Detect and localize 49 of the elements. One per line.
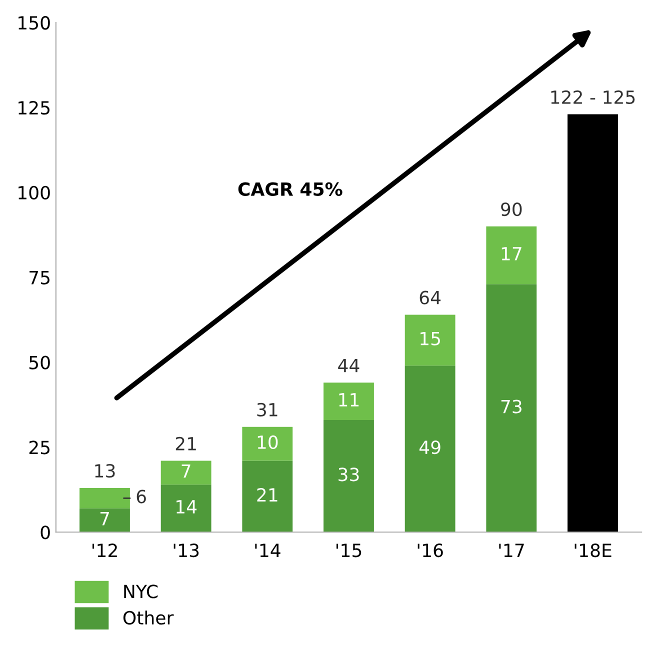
data-label: 33 — [338, 468, 359, 482]
x-tick-label: '13 — [174, 544, 199, 558]
data-label: 21 — [257, 488, 278, 502]
bar — [242, 460, 293, 532]
y-tick-label: 0 — [40, 526, 50, 540]
total-label: 64 — [420, 290, 441, 304]
x-tick-label: '14 — [255, 544, 280, 557]
bar — [486, 226, 537, 284]
total-label: 44 — [338, 358, 360, 372]
total-label: 122 - 125 — [551, 90, 635, 104]
data-label: 11 — [339, 393, 359, 406]
data-label: 10 — [258, 435, 278, 450]
total-label: 21 — [176, 436, 196, 450]
bar — [486, 284, 537, 532]
legend-label: Other — [123, 610, 174, 625]
data-label: 7 — [182, 464, 190, 478]
legend-label: NYC — [124, 584, 158, 598]
bar — [404, 366, 456, 532]
bar — [324, 420, 374, 532]
y-tick-label: 150 — [18, 16, 50, 30]
y-tick-label: 125 — [18, 100, 50, 115]
data-label: 49 — [419, 440, 440, 454]
annotation: CAGR 45% — [238, 182, 342, 196]
x-tick-label: '18E — [574, 544, 612, 558]
x-tick-label: '15 — [336, 544, 362, 558]
data-label: 14 — [176, 500, 197, 514]
bar — [242, 426, 293, 461]
total-label: 31 — [257, 402, 278, 417]
y-tick-label: 50 — [29, 356, 50, 370]
y-tick-label: 100 — [18, 186, 50, 200]
bar — [324, 382, 374, 420]
bar — [160, 460, 212, 485]
y-tick-label: 25 — [29, 440, 50, 454]
data-label: 73 — [501, 400, 522, 414]
bar — [160, 484, 212, 532]
data-label: 7 — [100, 512, 109, 526]
total-label: 90 — [501, 202, 522, 216]
bar — [404, 314, 456, 366]
data-label: 17 — [502, 247, 522, 260]
total-label: 13 — [95, 464, 115, 478]
x-tick-label: '16 — [418, 544, 443, 558]
x-tick-label: '17 — [499, 544, 524, 557]
data-label: 6 — [136, 490, 146, 504]
y-tick-label: 75 — [30, 271, 50, 284]
data-label: 15 — [420, 332, 440, 346]
x-tick-label: '12 — [92, 544, 117, 557]
bar — [568, 114, 618, 532]
bar — [80, 508, 130, 532]
bar — [80, 488, 130, 508]
